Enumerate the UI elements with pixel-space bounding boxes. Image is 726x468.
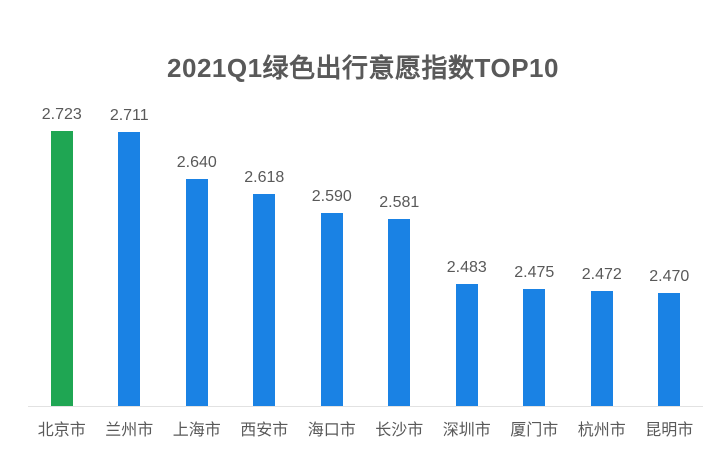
bar-value-label: 2.723 [41,106,82,123]
bar [320,212,343,406]
bar-group: 2.483 [433,106,501,406]
bar-group: 2.590 [298,106,366,406]
bar-group: 2.470 [636,106,704,406]
bar [590,291,613,406]
bar [523,289,546,406]
x-axis-label: 上海市 [172,422,221,439]
bar-group: 2.472 [568,106,636,406]
bar [253,194,276,406]
bar-group: 2.581 [366,106,434,406]
bar-value-label: 2.483 [446,259,487,276]
x-axis-label: 杭州市 [577,422,626,439]
bar-value-label: 2.711 [109,107,149,125]
x-axis: 北京市 兰州市 上海市 西安市 海口市 长沙市 深圳市 厦门市 杭州市 昆明市 [28,416,703,440]
bar [118,132,141,406]
plot-area: 2.723 2.711 2.640 2.618 2.590 2.581 2.48… [28,106,703,407]
bar-value-label: 2.618 [244,169,285,186]
x-axis-label: 兰州市 [105,422,154,439]
bar-group: 2.475 [501,106,569,406]
x-axis-label: 海口市 [307,422,356,439]
bar-value-label: 2.470 [649,267,690,285]
bar [50,131,73,406]
bar-group: 2.723 [28,106,96,406]
bar-value-label: 2.640 [176,154,217,172]
x-axis-label: 厦门市 [510,422,559,439]
x-axis-label: 深圳市 [442,422,491,439]
bar-group: 2.711 [96,106,164,406]
bar-group: 2.640 [163,106,231,406]
x-axis-label: 北京市 [37,422,86,439]
bar-value-label: 2.581 [379,193,420,211]
x-axis-label: 昆明市 [645,422,694,439]
x-axis-label: 西安市 [240,422,289,439]
bar [185,179,208,406]
x-axis-label: 长沙市 [375,422,424,439]
bar-group: 2.618 [231,106,299,406]
bar [455,284,478,406]
bar-value-label: 2.475 [514,264,555,282]
bar [388,218,411,406]
bar [658,292,681,406]
bar-value-label: 2.472 [581,266,622,284]
bar-value-label: 2.590 [311,187,352,205]
chart-title: 2021Q1绿色出行意愿指数TOP10 [167,53,559,83]
